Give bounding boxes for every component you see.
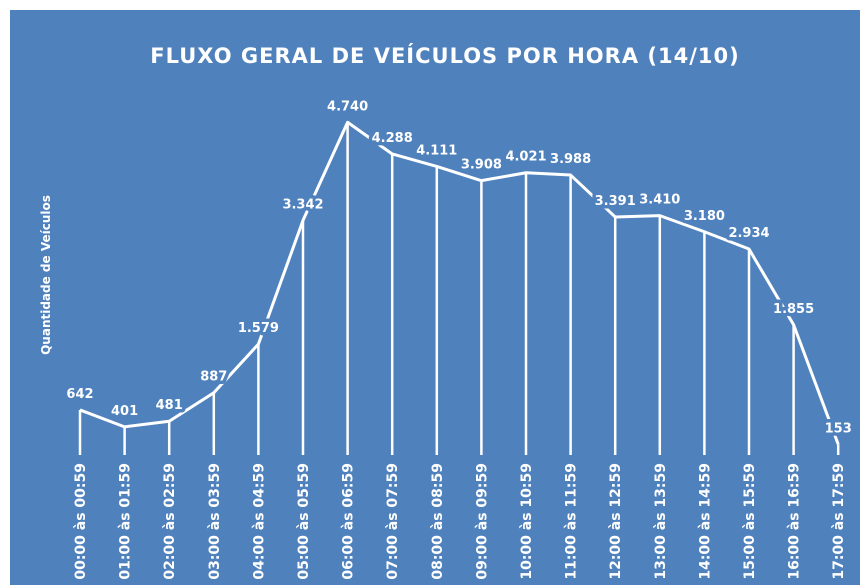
data-label: 401 [111, 404, 138, 419]
data-label: 3.908 [461, 158, 502, 173]
x-tick-label: 02:00 às 02:59 [162, 463, 178, 580]
data-line [79, 120, 840, 445]
data-label: 4.288 [372, 131, 413, 146]
data-label: 3.180 [684, 209, 725, 224]
data-label: 642 [66, 387, 93, 402]
x-tick-label: 07:00 às 07:59 [385, 463, 401, 580]
data-label: 887 [200, 370, 227, 385]
x-tick-label: 05:00 às 05:59 [296, 463, 312, 580]
y-axis-label: Quantidade de Veículos [39, 195, 53, 355]
x-tick-label: 14:00 às 14:59 [697, 463, 713, 580]
data-label: 2.934 [728, 226, 769, 241]
data-label: 1.855 [773, 302, 814, 317]
x-tick-label: 11:00 às 11:59 [564, 463, 580, 580]
data-label: 3.988 [550, 152, 591, 167]
data-label: 3.391 [595, 194, 636, 209]
x-tick-label: 01:00 às 01:59 [118, 463, 134, 580]
x-tick-label: 17:00 às 17:59 [831, 463, 847, 580]
x-tick-label: 03:00 às 03:59 [207, 463, 223, 580]
x-tick-label: 12:00 às 12:59 [608, 463, 624, 580]
chart-title: FLUXO GERAL DE VEÍCULOS POR HORA (14/10) [150, 43, 739, 68]
x-tick-label: 08:00 às 08:59 [430, 463, 446, 580]
x-tick-label: 04:00 às 04:59 [251, 463, 267, 580]
x-tick-label: 16:00 às 16:59 [787, 463, 803, 580]
x-tick-label: 13:00 às 13:59 [653, 463, 669, 580]
x-tick-label: 06:00 às 06:59 [341, 463, 357, 580]
data-label: 3.410 [639, 193, 680, 208]
chart-background [10, 10, 860, 585]
data-label: 1.579 [238, 321, 279, 336]
data-label: 4.021 [505, 150, 546, 165]
x-tick-label: 00:00 às 00:59 [73, 463, 89, 580]
data-label: 3.342 [282, 197, 323, 212]
x-tick-label: 10:00 às 10:59 [519, 463, 535, 580]
data-label: 4.740 [327, 99, 368, 114]
x-tick-label: 09:00 às 09:59 [474, 463, 490, 580]
data-label: 481 [156, 398, 183, 413]
data-label: 4.111 [416, 143, 457, 158]
x-tick-label: 15:00 às 15:59 [742, 463, 758, 580]
data-label: 153 [825, 421, 852, 436]
